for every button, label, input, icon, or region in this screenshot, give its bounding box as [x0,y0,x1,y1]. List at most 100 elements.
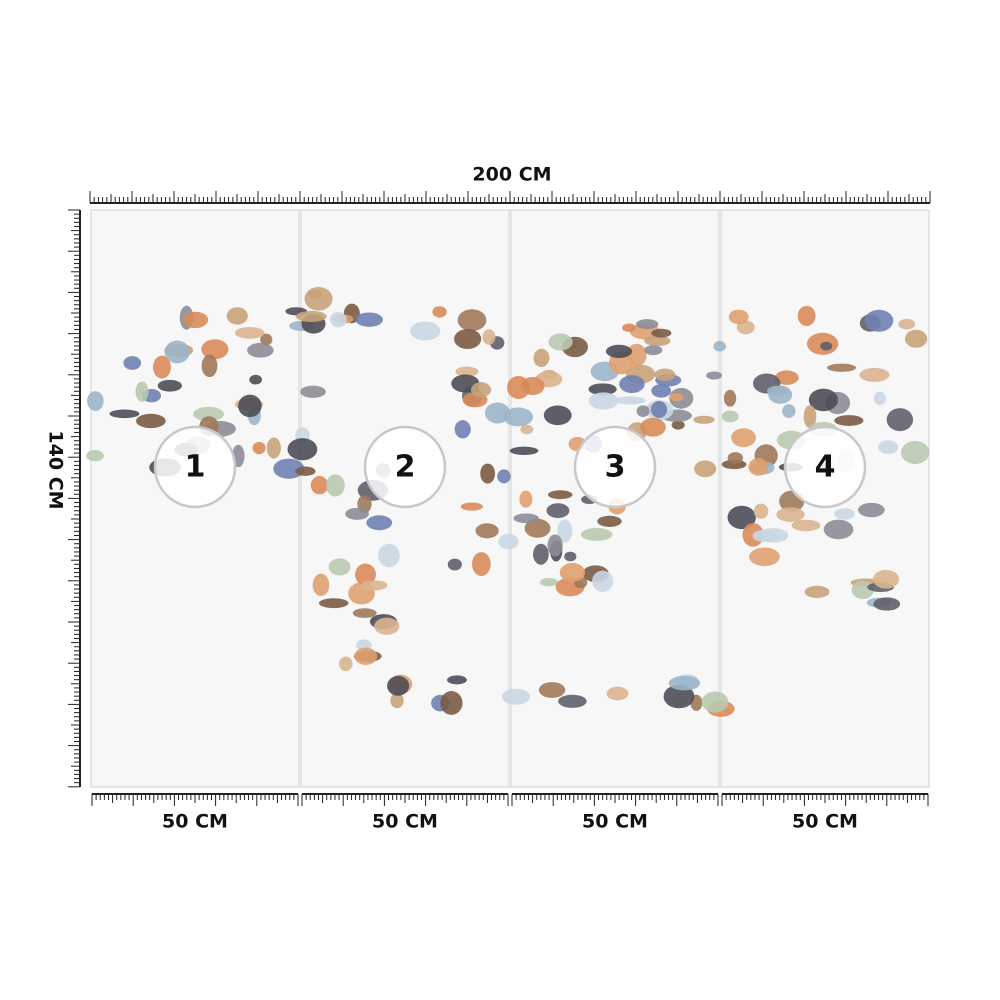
animal [501,688,531,705]
animal [651,328,672,338]
panel-number: 1 [185,450,206,485]
animal [471,552,491,577]
animal [432,306,447,318]
animal [339,656,353,672]
animal [701,691,729,713]
animal [521,376,545,396]
animal [295,466,316,476]
panel-number-circle [783,425,867,509]
animal [109,409,140,419]
animal [454,420,471,439]
animal [157,379,182,392]
animal [776,507,805,522]
animal [644,345,663,356]
panel-width-label: 50 CM [372,811,438,833]
panel-number: 4 [815,450,836,485]
animal [153,355,171,379]
animal [513,513,539,524]
animal [440,691,463,715]
animal [774,370,799,385]
animal [669,392,684,402]
panel-width-label: 50 CM [162,811,228,833]
panel-width-label: 50 CM [792,811,858,833]
animal [557,519,573,543]
animal [834,508,855,520]
panel-number-circle [153,425,237,509]
animal [626,343,647,367]
animal [759,528,789,543]
animal [636,405,650,418]
animal [900,440,930,464]
animal [509,446,539,455]
animal [193,406,225,422]
animal [295,310,327,322]
animal [663,684,695,709]
animal [622,323,637,332]
animal [548,333,573,351]
animal [234,326,265,339]
animal [524,518,551,538]
animal [615,396,646,405]
animal [328,558,351,576]
animal [671,420,685,430]
animal [260,333,273,346]
animal [768,385,793,404]
animal [360,580,388,591]
animal [520,424,534,435]
animal [749,547,780,567]
panel-number-circle [573,425,657,509]
animal [834,415,864,426]
animal [538,682,566,698]
animal [201,339,229,360]
animal [693,415,715,424]
animal [820,341,833,351]
animal [605,344,633,358]
animal [345,507,369,520]
width-label: 200 CM [472,164,551,186]
animal [86,450,104,462]
animal [619,375,645,394]
animal [898,318,916,330]
animal [650,400,668,418]
animal [300,385,326,398]
animal [668,675,701,691]
animal [547,490,573,500]
panel-width-label: 50 CM [582,811,648,833]
animal [447,558,462,571]
animal [123,356,142,370]
animal [135,381,149,402]
animal [721,410,739,423]
animal [355,563,376,586]
animal [247,342,274,358]
panel-number-circle [363,425,447,509]
animal [588,383,617,396]
animal [387,675,410,696]
panel-number: 3 [605,450,626,485]
mural-art [86,287,930,717]
animal [858,502,885,518]
animal [723,389,737,407]
animal [873,597,901,611]
animal [318,598,349,609]
animal [410,321,441,341]
animal [497,469,511,484]
animal [823,519,854,540]
animal [136,413,166,429]
animal [480,463,496,484]
animal [727,505,756,530]
animal [310,476,329,495]
animal [533,543,549,565]
animal [731,428,757,448]
animal [273,458,305,479]
animal [782,404,796,418]
animal [201,354,218,378]
animal [791,519,821,532]
animal [266,437,281,459]
animal [226,307,248,325]
animal [543,405,572,426]
animal [329,312,347,328]
animal [352,608,377,618]
animal [455,366,479,377]
animal [454,328,482,350]
